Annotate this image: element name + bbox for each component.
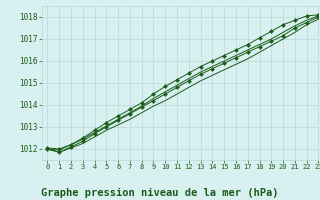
Text: Graphe pression niveau de la mer (hPa): Graphe pression niveau de la mer (hPa) <box>41 188 279 198</box>
